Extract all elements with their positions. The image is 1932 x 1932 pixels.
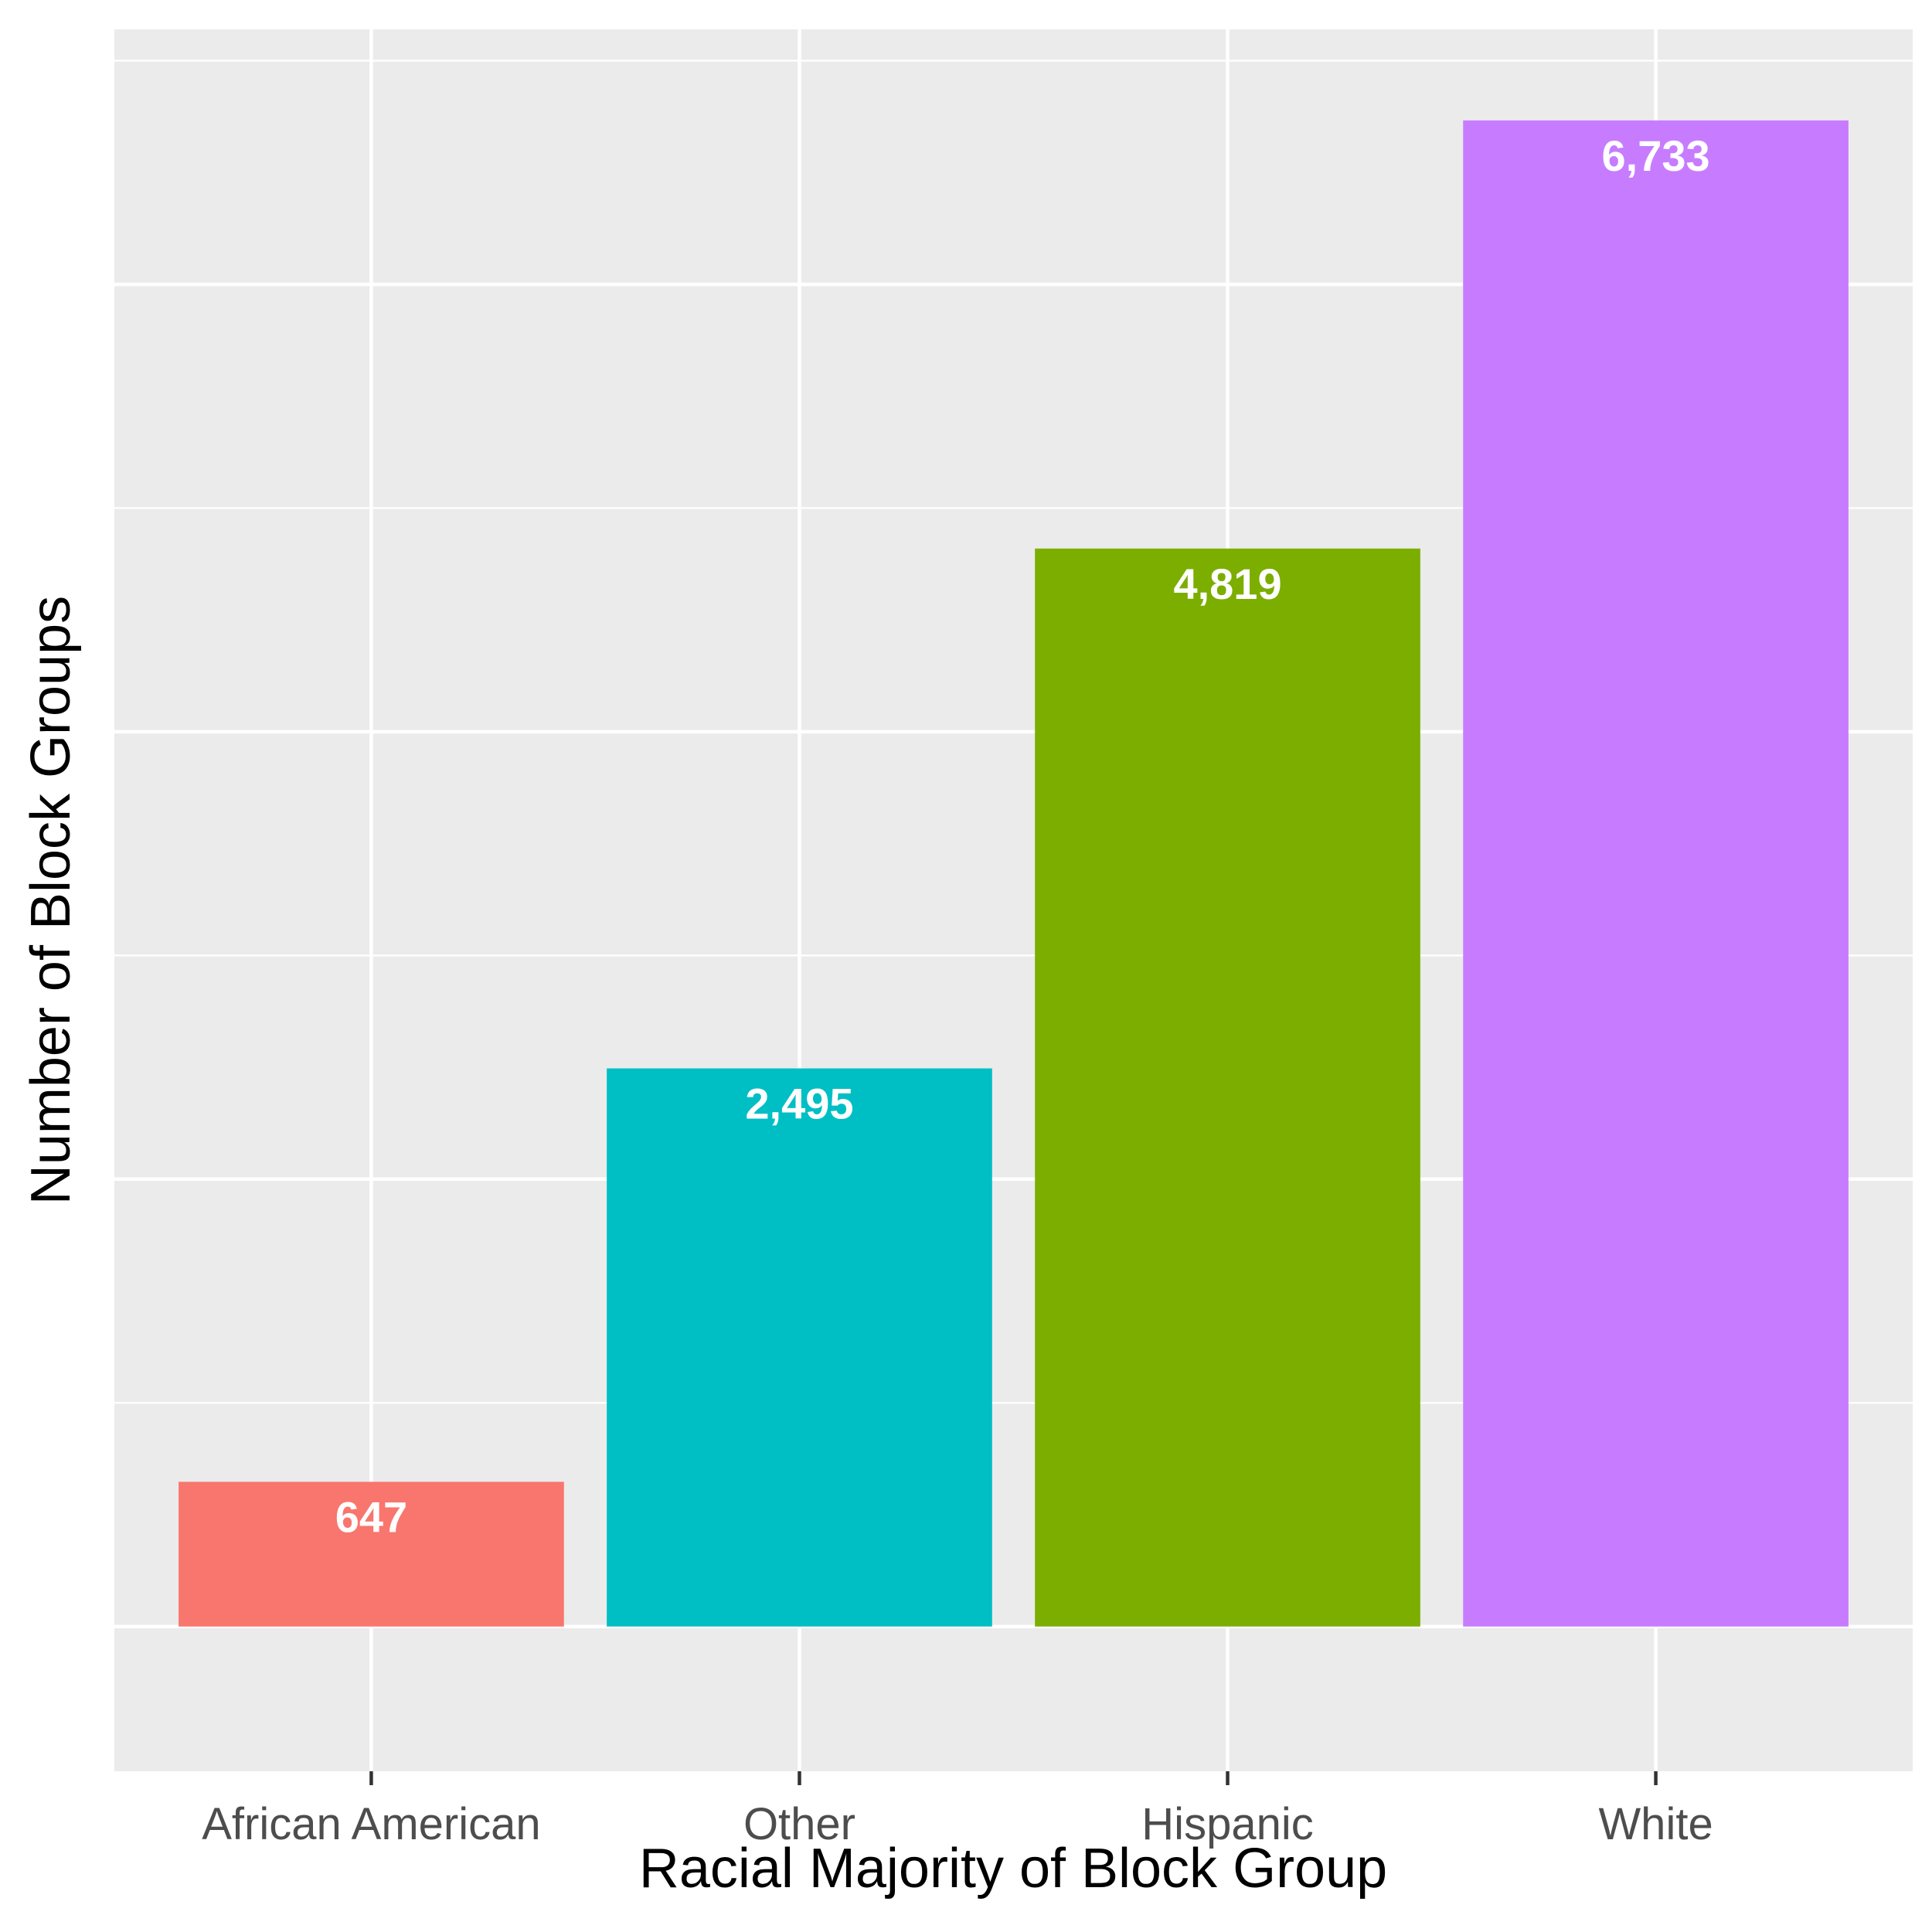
x-axis-tick-labels: African American Other Hispanic White (202, 1799, 1713, 1849)
bar (179, 1481, 564, 1627)
bar-value-label: 2,495 (745, 1080, 853, 1128)
x-axis-tick-label: African American (202, 1799, 540, 1849)
y-axis-title: Number of Block Groups (20, 596, 82, 1205)
x-axis-title: Racial Majority of Block Group (639, 1838, 1387, 1900)
bar-value-label: 6,733 (1602, 131, 1710, 180)
x-axis-tick-label: Other (743, 1799, 855, 1849)
x-axis-tick-label: Hispanic (1141, 1799, 1313, 1849)
bar (1463, 120, 1849, 1627)
x-axis-ticks (369, 1771, 1658, 1785)
bar-value-label: 647 (335, 1492, 407, 1541)
bar (607, 1068, 992, 1627)
bars (179, 120, 1849, 1627)
bar-value-labels: 647 2,495 4,819 6,733 (335, 131, 1710, 1542)
x-axis-tick-label: White (1598, 1799, 1713, 1849)
bar (1035, 548, 1420, 1627)
bar-value-label: 4,819 (1173, 560, 1281, 608)
